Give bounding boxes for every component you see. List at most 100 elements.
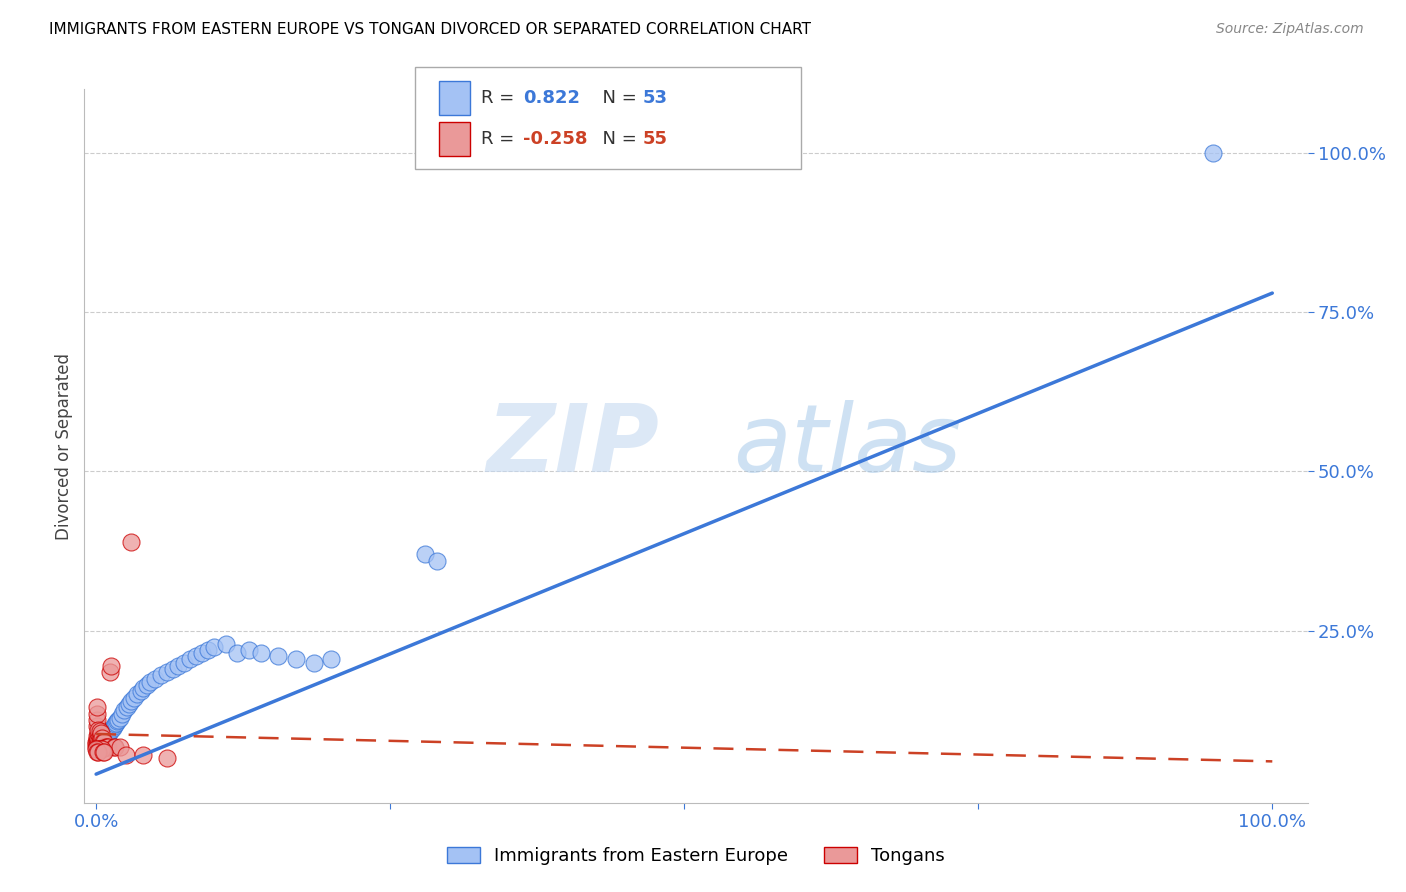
Point: [191, 646, 214, 660]
Point: [179, 652, 201, 666]
Point: [87, 739, 110, 753]
Point: [86, 700, 108, 714]
Point: [91, 735, 114, 749]
Point: [156, 665, 179, 680]
Point: [93, 732, 115, 747]
Point: [156, 751, 179, 765]
Point: [96, 739, 118, 754]
Text: 55: 55: [643, 130, 668, 148]
Point: [87, 725, 110, 739]
Point: [86, 729, 108, 743]
Point: [93, 745, 115, 759]
Point: [105, 714, 128, 729]
Point: [91, 739, 114, 754]
Point: [86, 739, 108, 754]
Point: [89, 739, 111, 754]
Point: [226, 646, 249, 660]
Point: [104, 739, 127, 754]
Point: [90, 741, 112, 756]
Text: ZIP: ZIP: [486, 400, 659, 492]
Point: [91, 739, 114, 754]
Point: [90, 731, 112, 745]
Text: 0.822: 0.822: [523, 88, 581, 106]
Point: [103, 739, 125, 754]
Point: [127, 688, 149, 702]
Point: [132, 747, 155, 762]
Point: [89, 739, 111, 754]
Point: [87, 723, 110, 737]
Point: [162, 662, 184, 676]
Point: [86, 706, 108, 721]
Point: [87, 737, 110, 751]
Point: [90, 725, 112, 739]
Point: [86, 732, 108, 747]
Point: [115, 700, 138, 714]
Point: [167, 658, 190, 673]
Point: [97, 739, 120, 754]
Point: [91, 735, 114, 749]
Point: [105, 716, 128, 731]
Point: [135, 678, 157, 692]
Point: [94, 739, 117, 754]
Legend: Immigrants from Eastern Europe, Tongans: Immigrants from Eastern Europe, Tongans: [447, 847, 945, 865]
Point: [84, 735, 107, 749]
Point: [89, 741, 111, 756]
Point: [87, 739, 110, 754]
Point: [132, 681, 155, 695]
Point: [112, 703, 135, 717]
Point: [90, 735, 112, 749]
Point: [93, 735, 115, 749]
Point: [93, 739, 115, 754]
Point: [89, 735, 111, 749]
Text: R =: R =: [481, 88, 520, 106]
Text: IMMIGRANTS FROM EASTERN EUROPE VS TONGAN DIVORCED OR SEPARATED CORRELATION CHART: IMMIGRANTS FROM EASTERN EUROPE VS TONGAN…: [49, 22, 811, 37]
Point: [86, 719, 108, 733]
Point: [98, 665, 121, 680]
Point: [120, 694, 142, 708]
Point: [285, 652, 308, 666]
Point: [84, 741, 107, 756]
Text: Source: ZipAtlas.com: Source: ZipAtlas.com: [1216, 22, 1364, 37]
Point: [129, 684, 152, 698]
Point: [173, 656, 195, 670]
Point: [108, 739, 131, 754]
Point: [114, 747, 136, 762]
Point: [87, 731, 110, 745]
Point: [90, 739, 112, 754]
Point: [118, 697, 141, 711]
Point: [86, 735, 108, 749]
Point: [97, 727, 120, 741]
Point: [91, 733, 114, 747]
Point: [214, 636, 236, 650]
Point: [415, 547, 437, 561]
Point: [197, 643, 219, 657]
Point: [122, 690, 145, 705]
Point: [89, 729, 111, 743]
Text: -0.258: -0.258: [523, 130, 588, 148]
Point: [107, 713, 129, 727]
Point: [86, 713, 108, 727]
Y-axis label: Divorced or Separated: Divorced or Separated: [55, 352, 73, 540]
Point: [302, 656, 325, 670]
Point: [143, 672, 166, 686]
Text: N =: N =: [591, 88, 643, 106]
Point: [94, 731, 117, 745]
Point: [87, 745, 110, 759]
Point: [108, 711, 131, 725]
Point: [89, 724, 111, 739]
Point: [98, 724, 121, 739]
Text: N =: N =: [591, 130, 643, 148]
Point: [426, 554, 449, 568]
Text: R =: R =: [481, 130, 520, 148]
Point: [111, 706, 134, 721]
Point: [98, 725, 121, 739]
Point: [84, 739, 107, 754]
Point: [91, 735, 114, 749]
Point: [184, 649, 207, 664]
Point: [91, 741, 114, 756]
Point: [90, 737, 112, 751]
Point: [86, 741, 108, 756]
Point: [103, 719, 125, 733]
Point: [84, 737, 107, 751]
Text: atlas: atlas: [733, 401, 960, 491]
